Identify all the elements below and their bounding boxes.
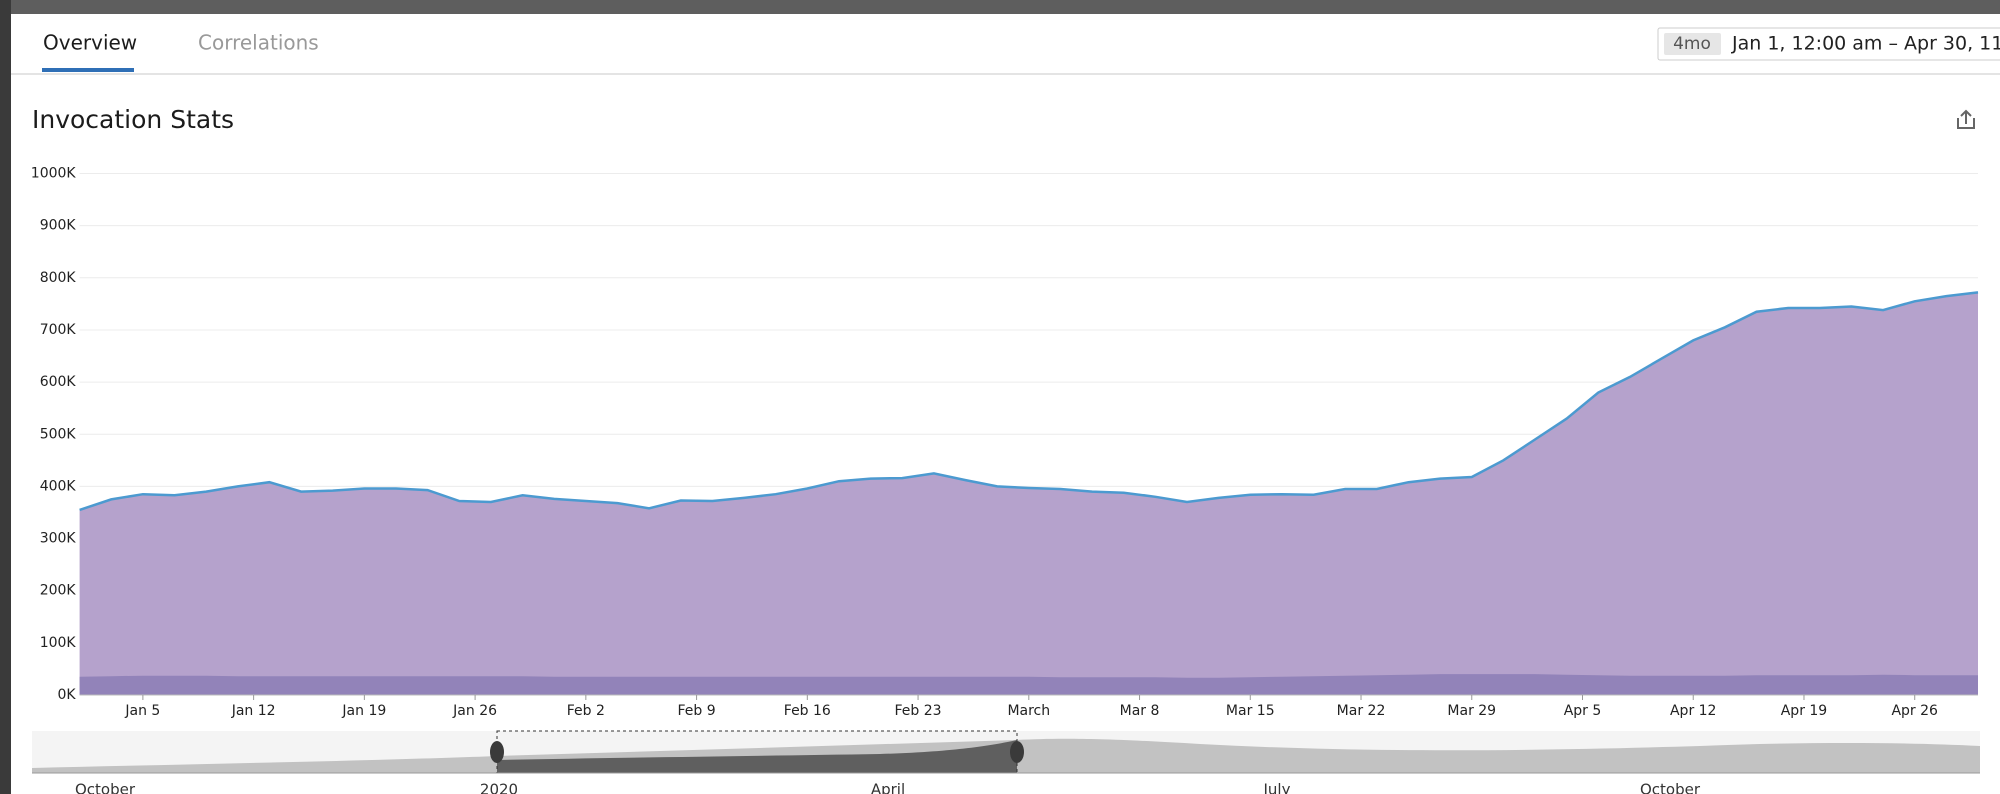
- x-tick-label: Feb 23: [895, 703, 942, 719]
- share-box: [1957, 118, 1975, 129]
- x-tick-label: Jan 26: [452, 703, 497, 719]
- x-tick-label: Apr 5: [1564, 703, 1602, 719]
- y-tick-label: 800K: [40, 270, 77, 286]
- overview-label: April: [871, 781, 905, 794]
- tab-underline: [42, 68, 134, 72]
- time-picker[interactable]: [1657, 27, 2000, 61]
- x-tick-label: Mar 15: [1226, 703, 1275, 719]
- x-tick-label: March: [1007, 703, 1050, 719]
- y-tick-label: 400K: [40, 478, 77, 494]
- y-tick-label: 100K: [40, 635, 77, 651]
- y-tick-label: 500K: [40, 426, 77, 442]
- y-tick-label: 0K: [58, 687, 77, 703]
- overview-label: 2020: [480, 781, 518, 794]
- x-tick-label: Jan 5: [124, 703, 160, 719]
- x-tick-label: Feb 16: [784, 703, 831, 719]
- left-strip: [0, 0, 11, 794]
- x-tick-label: Mar 8: [1120, 703, 1160, 719]
- overview-label: July: [1263, 781, 1291, 794]
- range-badge: 4mo: [1673, 34, 1711, 54]
- badge: [1664, 33, 1721, 55]
- x-tick-label: Apr 26: [1891, 703, 1938, 719]
- tab[interactable]: Overview: [43, 31, 137, 55]
- range-text: Jan 1, 12:00 am – Apr 30, 11:59 pm: [1731, 33, 2000, 55]
- x-tick-label: Mar 29: [1447, 703, 1496, 719]
- handle[interactable]: [1010, 741, 1024, 763]
- y-tick-label: 900K: [40, 218, 77, 234]
- overview-label: October: [1640, 781, 1701, 794]
- line: [79, 291, 1979, 512]
- y-tick-label: 300K: [40, 531, 77, 547]
- overview-strip: [32, 730, 1980, 774]
- handle[interactable]: [490, 741, 504, 763]
- y-tick-label: 600K: [40, 374, 77, 390]
- share-icon[interactable]: [1957, 109, 1975, 129]
- share-arrow: [1960, 109, 1972, 124]
- plot: 0K 100K 200K 300K 400K 500K 600K 700K 800K 900K 10…: [31, 166, 1979, 719]
- x-tick-label: Feb 2: [567, 703, 605, 719]
- area: [79, 674, 1979, 695]
- overview-label: October: [75, 781, 136, 794]
- area: [79, 292, 1979, 695]
- y-tick-label: 700K: [40, 322, 77, 338]
- chart-title: Invocation Stats: [32, 105, 234, 134]
- tab[interactable]: Correlations: [198, 31, 319, 55]
- overview-selection: [497, 740, 1017, 773]
- y-tick-label: 200K: [40, 583, 77, 599]
- x-tick-label: Apr 19: [1781, 703, 1827, 719]
- y-tick-label: 1000K: [31, 166, 77, 182]
- x-tick-label: Jan 19: [341, 703, 386, 719]
- x-tick-label: Apr 12: [1670, 703, 1716, 719]
- x-tick-label: Mar 22: [1337, 703, 1386, 719]
- x-tick-label: Jan 12: [231, 703, 276, 719]
- x-tick-label: Feb 9: [678, 703, 716, 719]
- top-strip: [0, 0, 2000, 14]
